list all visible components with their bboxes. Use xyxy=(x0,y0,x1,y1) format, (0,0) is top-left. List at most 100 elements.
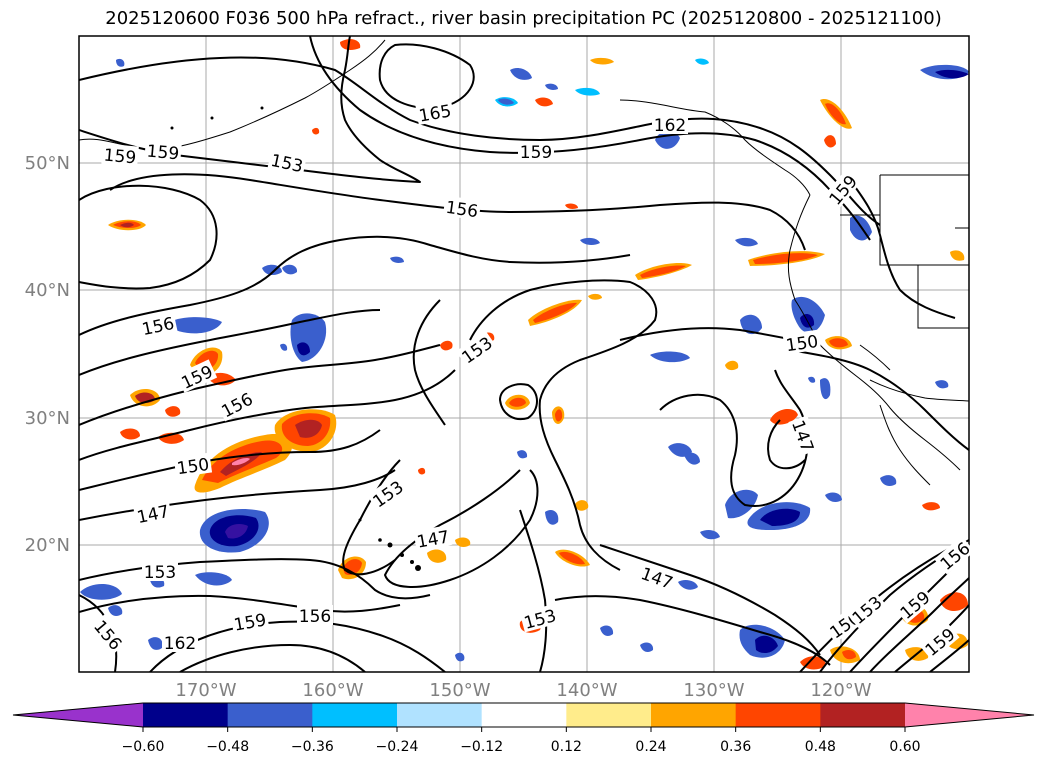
contour-label-bg xyxy=(230,608,270,634)
contour-label: 153 xyxy=(144,563,176,583)
colorbar-extend-left xyxy=(13,703,143,727)
contour-159g xyxy=(849,179,956,319)
colorbar-segment xyxy=(312,703,398,727)
precip-shading xyxy=(80,39,969,670)
contour-159a xyxy=(309,36,871,241)
colorbar-tick-label: 0.12 xyxy=(551,739,582,755)
colorbar-segment xyxy=(397,703,483,727)
contour-label: 159 xyxy=(146,142,180,165)
contour-159d xyxy=(869,577,969,672)
colorbar-tick-label: 0.60 xyxy=(889,739,920,755)
colorbar-segment xyxy=(143,703,229,727)
colorbar-tick-label: −0.48 xyxy=(206,739,249,755)
contour-label: 156 xyxy=(444,198,479,222)
contour-label-bg xyxy=(788,415,820,456)
map-border xyxy=(78,35,970,673)
contour-159b xyxy=(79,309,381,376)
contour-159e xyxy=(894,604,969,672)
contour-label-bg xyxy=(518,141,554,161)
lat-label-40: 40°N xyxy=(25,280,70,301)
contour-label-bg xyxy=(823,169,862,210)
colorbar-tick-label: −0.24 xyxy=(376,739,419,755)
lon-label-120w: 120°W xyxy=(810,680,871,701)
colorbar-extend-right xyxy=(905,703,1034,727)
colorbar-segment xyxy=(735,703,821,727)
colorbar-segment xyxy=(566,703,652,727)
contour-156c xyxy=(79,235,631,336)
contour-label-bg xyxy=(894,585,935,624)
contour-label: 150 xyxy=(785,332,820,356)
contour-label-bg xyxy=(297,605,333,625)
lat-label-30: 30°N xyxy=(25,408,70,429)
contour-156b xyxy=(79,184,218,290)
contour-closed xyxy=(499,383,538,420)
contour-147e xyxy=(767,419,806,470)
contour-label-bg xyxy=(415,99,455,125)
contour-153e xyxy=(469,279,658,571)
contour-label-bg xyxy=(782,329,822,355)
colorbar: −0.60 −0.48 −0.36 −0.24 −0.12 0.12 0.24 0.36 0.4… xyxy=(12,702,1035,755)
colorbar-segment xyxy=(227,703,313,727)
colorbar-tick-label: −0.60 xyxy=(122,739,165,755)
contour-label: 156 xyxy=(299,607,331,627)
contour-150b xyxy=(554,595,831,666)
contour-label-bg xyxy=(652,114,688,134)
contour-label-bg xyxy=(144,139,182,163)
contour-159f xyxy=(929,639,969,672)
contour-label-bg xyxy=(919,622,960,661)
contour-label-bg xyxy=(934,536,975,575)
contour-label: 159 xyxy=(520,143,552,163)
contour-label: 162 xyxy=(164,634,196,654)
contour-label-bg xyxy=(133,499,173,527)
contour-label-bg xyxy=(637,561,678,593)
contour-147d xyxy=(659,369,809,507)
lat-label-50: 50°N xyxy=(25,153,70,174)
contour-label-bg xyxy=(101,143,139,167)
contour-147b xyxy=(384,469,539,588)
contour-label: 150 xyxy=(176,455,211,479)
contour-162 xyxy=(79,56,881,226)
contour-label-bg xyxy=(138,311,178,339)
contour-156e xyxy=(79,594,401,613)
contour-label-bg xyxy=(413,525,453,551)
contour-label-bg xyxy=(173,452,213,478)
contour-label-bg xyxy=(89,614,128,655)
colorbar-segment xyxy=(820,703,906,727)
contour-label: 162 xyxy=(654,116,686,136)
lon-label-130w: 130°W xyxy=(683,680,744,701)
map-title: 2025120600 F036 500 hPa refract., river … xyxy=(105,8,942,29)
contour-156a xyxy=(109,173,806,251)
contour-label-bg xyxy=(455,330,497,368)
negative-anomaly-blobs xyxy=(80,58,969,662)
colorbar-tick-label: 0.36 xyxy=(720,739,751,755)
contour-label-bg xyxy=(215,386,258,422)
contour-label: 159 xyxy=(103,146,137,169)
contour-label-bg xyxy=(162,632,198,652)
lon-label-160w: 160°W xyxy=(302,680,363,701)
contour-label-bg xyxy=(442,195,482,221)
colorbar-segment xyxy=(651,703,737,727)
contour-153g xyxy=(519,509,548,672)
contour-162 xyxy=(179,644,366,672)
lon-label-170w: 170°W xyxy=(175,680,236,701)
contour-150e xyxy=(789,349,969,451)
contour-147c xyxy=(599,544,821,656)
contour-156d xyxy=(79,344,441,426)
colorbar-tick-label: 0.24 xyxy=(635,739,666,755)
contour-150a xyxy=(79,429,381,491)
coastlines xyxy=(79,39,969,486)
contour-label-bg xyxy=(267,148,307,176)
positive-anomaly-blobs xyxy=(108,39,968,670)
contour-label-bg xyxy=(366,474,408,512)
colorbar-tick-label: 0.48 xyxy=(805,739,836,755)
colorbar-segment xyxy=(481,703,567,727)
contour-label-bg xyxy=(846,590,887,629)
colorbar-tick-label: −0.36 xyxy=(291,739,334,755)
lat-label-20: 20°N xyxy=(25,535,70,556)
contour-label-bg xyxy=(142,561,178,581)
lon-label-150w: 150°W xyxy=(429,680,490,701)
colorbar-tick-label: −0.12 xyxy=(460,739,503,755)
contour-153d xyxy=(342,459,401,576)
contour-153f xyxy=(412,299,446,426)
